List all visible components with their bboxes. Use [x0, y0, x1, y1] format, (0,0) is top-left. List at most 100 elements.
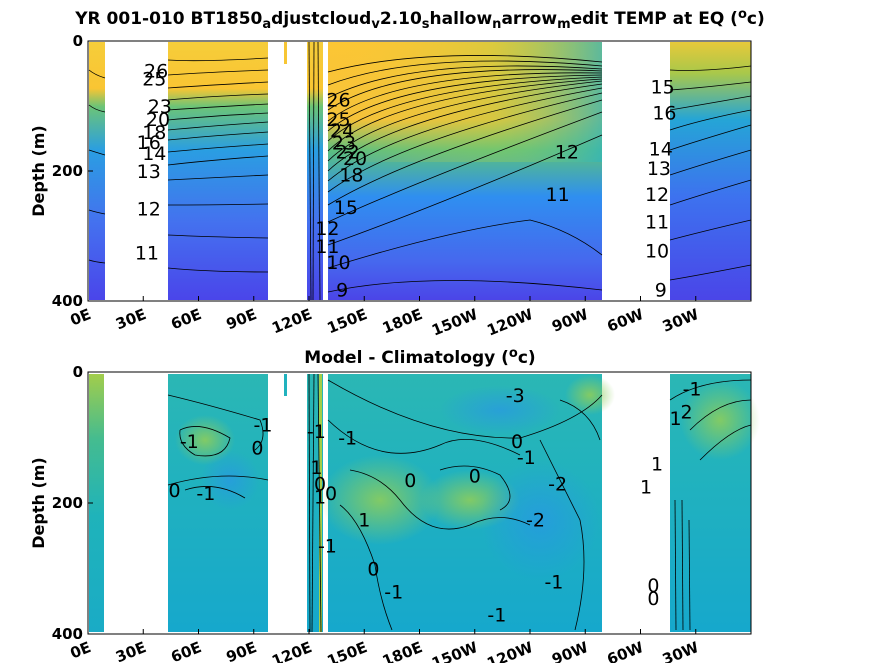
contour-label: 13: [647, 158, 671, 180]
contour-label: 12: [315, 218, 339, 240]
contour-label: -1: [544, 572, 563, 594]
difference-contour-labels: -1-100 -1-11010-110-10-10-30-1-2-2-1-1-11…: [169, 378, 702, 626]
x-tick-label: 90E: [224, 305, 260, 333]
contour-label: 11: [645, 212, 669, 234]
contour-label: 20: [343, 148, 367, 170]
temperature-panel: YR 001-010 BT1850adjustcloudv2.10shallow…: [29, 7, 765, 339]
x-tick-label: 150W: [429, 305, 481, 340]
title-part: a: [262, 17, 271, 32]
title-part: hallow: [430, 9, 493, 29]
x-tick-label: 150E: [324, 638, 369, 663]
x-tick-label: 180E: [380, 638, 425, 663]
contour-label: -1: [253, 414, 272, 436]
x-tick-label: 120W: [484, 638, 536, 663]
contour-label: 20: [146, 109, 170, 131]
contour-label: 16: [137, 132, 161, 154]
contour-label: 12: [555, 142, 579, 164]
contour-label: 0: [511, 431, 523, 453]
contour-label: 1: [640, 477, 652, 499]
contour-label: 15: [651, 77, 675, 99]
contour-label: -1: [318, 536, 337, 558]
x-tick-label: 90W: [549, 305, 591, 336]
contour-label: 2: [680, 401, 692, 423]
contour-label: 12: [137, 199, 161, 221]
x-tick-label: 120E: [269, 638, 314, 663]
x-tick-label: 30W: [660, 305, 702, 336]
title-text: Model - Climatology (: [304, 348, 509, 368]
contour-label: 24: [330, 120, 354, 142]
title-part: n: [492, 17, 501, 32]
y-tick-label: 0: [73, 363, 83, 381]
contour-label: 0: [169, 480, 181, 502]
y-tick-label: 200: [52, 162, 83, 180]
title-part: arrow: [501, 9, 557, 29]
contour-label: 26: [326, 90, 350, 112]
x-tick-label: 30E: [113, 305, 149, 333]
x-tick-label: 30E: [113, 638, 149, 663]
contour-label: 22: [336, 142, 360, 164]
contour-label: 1: [314, 486, 326, 508]
contour-label: -2: [548, 473, 567, 495]
contour-label: 11: [315, 236, 339, 258]
contour-label: -2: [526, 509, 545, 531]
temperature-contour-labels: 2625232018161413121126252423222018151211…: [135, 60, 677, 301]
contour-label: 0: [367, 559, 379, 581]
contour-label: 18: [142, 122, 166, 144]
y-tick-label: 200: [52, 494, 83, 512]
contour-label: -1: [517, 447, 536, 469]
contour-label: 10: [326, 252, 350, 274]
contour-label: 0: [647, 588, 659, 610]
contour-label: 18: [339, 164, 363, 186]
x-tick-label: 120E: [269, 305, 314, 337]
contour-label: 0: [404, 470, 416, 492]
title-part: v: [371, 17, 380, 32]
x-tick-label: 30W: [660, 638, 702, 663]
title-text: YR 001-010 BT1850: [74, 9, 262, 29]
contour-label: 11: [135, 242, 159, 264]
title-part: o: [509, 346, 518, 361]
contour-label: -1: [683, 378, 702, 400]
contour-label: 10: [645, 240, 669, 262]
x-tick-label: 60W: [605, 638, 647, 663]
contour-label: -1: [338, 428, 357, 450]
contour-label: 0: [314, 473, 326, 495]
contour-label: 1: [358, 509, 370, 531]
contour-label: 23: [332, 132, 356, 154]
x-tick-label: 90W: [549, 638, 591, 663]
contour-label: 13: [137, 161, 161, 183]
contour-label: 25: [142, 69, 166, 91]
contour-label: 14: [142, 143, 166, 165]
y-tick-label: 0: [73, 32, 83, 50]
x-tick-label: 180E: [380, 305, 425, 337]
contour-label: 9: [655, 279, 667, 301]
x-tick-label: 60E: [168, 305, 204, 333]
title-part: o: [738, 7, 747, 22]
x-tick-label: 150W: [429, 638, 481, 663]
x-tick-label: 60E: [168, 638, 204, 663]
contour-label: 0: [251, 437, 263, 459]
temperature-panel-title: YR 001-010 BT1850adjustcloudv2.10shallow…: [74, 7, 765, 32]
y-tick-label: 400: [52, 625, 83, 643]
contour-label: 12: [645, 184, 669, 206]
contour-label: 0: [469, 465, 481, 487]
contour-label: -3: [506, 385, 525, 407]
contour-label: 0: [647, 575, 659, 597]
contour-label: -1: [487, 604, 506, 626]
x-tick-label: 60W: [605, 305, 647, 336]
contour-label: 1: [651, 454, 663, 476]
contour-label: 1: [310, 457, 322, 479]
contour-label: -1: [180, 431, 199, 453]
difference-contour-lines: [167, 373, 752, 633]
contour-label: 14: [649, 138, 673, 160]
contour-label: 15: [334, 197, 358, 219]
difference-y-axis-label: Depth (m): [29, 457, 48, 549]
temperature-x-ticks: 0E 30E 60E 90E 120E 150E 180E 150W 120W 90W 60W 30W: [68, 296, 702, 340]
contour-label: -1: [307, 421, 326, 443]
difference-panel: Model - Climatology (oc): [29, 346, 760, 663]
x-tick-label: 90E: [224, 638, 260, 663]
temperature-contour-lines: [88, 41, 752, 301]
contour-label: 23: [148, 96, 172, 118]
title-part: c): [518, 348, 536, 368]
contour-label: -1: [196, 483, 215, 505]
